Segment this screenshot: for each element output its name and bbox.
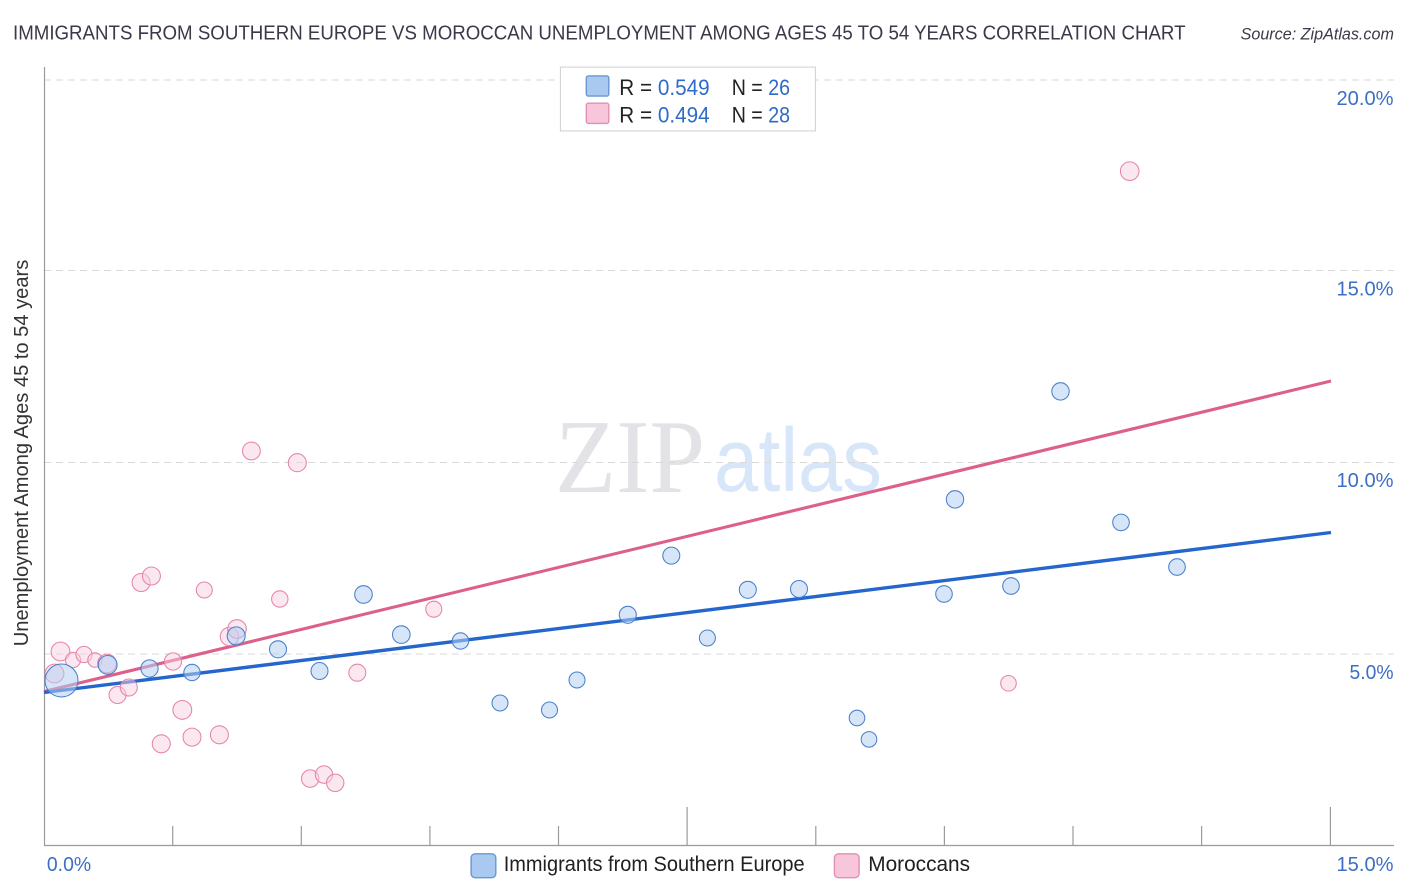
svg-text:R = 0.549: R = 0.549: [619, 75, 709, 100]
svg-text:5.0%: 5.0%: [1350, 661, 1394, 684]
svg-text:N = 28: N = 28: [732, 103, 790, 128]
svg-text:atlas: atlas: [714, 411, 882, 511]
svg-text:Unemployment Among Ages 45 to: Unemployment Among Ages 45 to 54 years: [11, 260, 33, 646]
svg-text:IMMIGRANTS FROM SOUTHERN EUROP: IMMIGRANTS FROM SOUTHERN EUROPE VS MOROC…: [13, 21, 1186, 44]
svg-text:ZIP: ZIP: [555, 398, 705, 515]
svg-text:R = 0.494: R = 0.494: [619, 103, 709, 128]
svg-text:N = 26: N = 26: [732, 75, 790, 100]
svg-text:15.0%: 15.0%: [1337, 278, 1394, 301]
svg-text:10.0%: 10.0%: [1337, 469, 1394, 492]
svg-text:Moroccans: Moroccans: [868, 852, 970, 876]
svg-text:Immigrants from Southern Europ: Immigrants from Southern Europe: [504, 852, 805, 876]
svg-text:Source: ZipAtlas.com: Source: ZipAtlas.com: [1241, 25, 1394, 43]
svg-text:0.0%: 0.0%: [47, 853, 91, 876]
svg-text:15.0%: 15.0%: [1337, 853, 1394, 876]
svg-text:20.0%: 20.0%: [1337, 87, 1394, 110]
